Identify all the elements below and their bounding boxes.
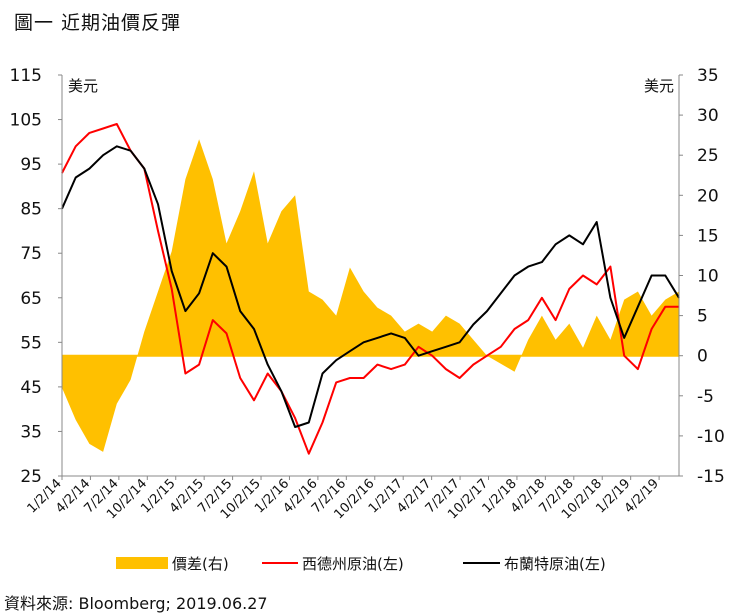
- spread-area-layer: [62, 139, 679, 452]
- left-tick-label: 75: [20, 244, 42, 264]
- left-tick-label: 85: [20, 200, 42, 220]
- right-tick-label: 0: [697, 347, 708, 367]
- right-tick-label: 20: [697, 186, 719, 206]
- left-axis-unit: 美元: [68, 77, 98, 95]
- left-tick-label: 35: [20, 422, 42, 442]
- figure-title: 圖一 近期油價反彈: [14, 12, 182, 34]
- right-tick-label: 30: [697, 106, 719, 126]
- right-tick-label: -15: [697, 467, 725, 487]
- right-tick-label: -10: [697, 427, 725, 447]
- right-tick-label: 10: [697, 267, 719, 287]
- right-tick-label: 25: [697, 146, 719, 166]
- source-note: 資料來源: Bloomberg; 2019.06.27: [4, 594, 268, 613]
- right-axis-ticks: -15 -10 -5 0 5 10 15 20 25 30 35: [679, 66, 725, 487]
- legend-label-spread: 價差(右): [172, 555, 229, 573]
- left-tick-label: 55: [20, 333, 42, 353]
- left-tick-label: 45: [20, 378, 42, 398]
- spread-area: [62, 139, 679, 452]
- right-axis-unit: 美元: [644, 77, 674, 95]
- left-tick-label: 115: [10, 66, 42, 86]
- price-lines-layer: [61, 123, 680, 455]
- left-tick-label: 105: [10, 111, 42, 131]
- wti-line: [61, 123, 679, 455]
- left-tick-label: 65: [20, 289, 42, 309]
- right-tick-label: -5: [697, 387, 714, 407]
- oil-price-chart: 美元 美元 25 35 45 55 65 75 85 95 105 115 -15 -10 -5 0 5 1…: [10, 66, 725, 573]
- right-tick-label: 5: [697, 307, 708, 327]
- legend-swatch-spread: [116, 557, 168, 569]
- legend: 價差(右) 西德州原油(左) 布蘭特原油(左): [116, 555, 606, 573]
- brent-line: [61, 145, 680, 428]
- left-axis-ticks: 25 35 45 55 65 75 85 95 105 115: [10, 66, 62, 487]
- left-tick-label: 25: [20, 467, 42, 487]
- axes-layer: 美元 美元: [61, 75, 680, 477]
- legend-label-wti: 西德州原油(左): [302, 555, 404, 573]
- right-tick-label: 15: [697, 226, 719, 246]
- right-tick-label: 35: [697, 66, 719, 86]
- legend-label-brent: 布蘭特原油(左): [504, 555, 606, 573]
- left-tick-label: 95: [20, 155, 42, 175]
- x-axis-ticks: 1/2/144/2/147/2/1410/2/141/2/154/2/157/2…: [25, 476, 662, 522]
